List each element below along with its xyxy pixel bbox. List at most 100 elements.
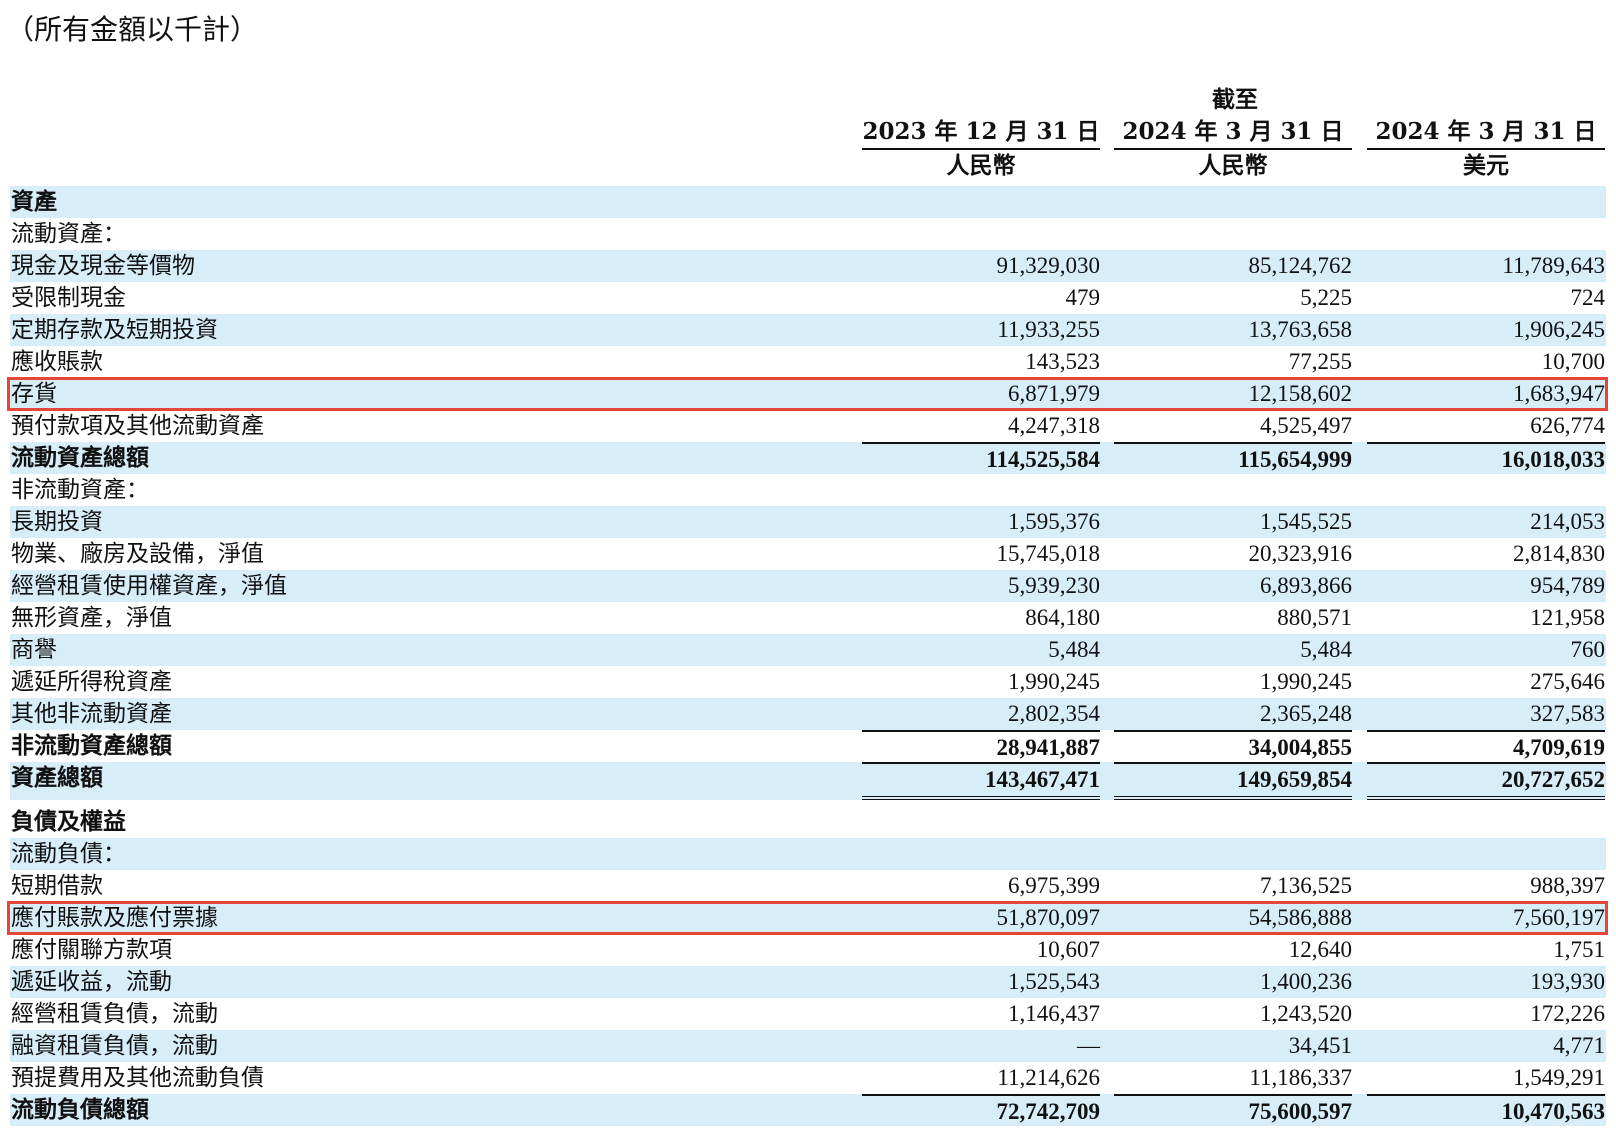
row-value-col-3: 988,397 bbox=[1530, 873, 1605, 898]
row-value-col-1: 114,525,584 bbox=[862, 442, 1100, 476]
table-row: 資產 bbox=[10, 186, 1606, 218]
row-label: 長期投資 bbox=[11, 509, 103, 535]
table-row: 應收賬款 143,523 77,255 10,700 bbox=[10, 346, 1606, 378]
row-value-col-1: 6,871,979 bbox=[1008, 381, 1100, 406]
table-row: 遞延收益，流動 1,525,543 1,400,236 193,930 bbox=[10, 966, 1606, 998]
row-label: 應付關聯方款項 bbox=[11, 937, 172, 963]
row-value-col-2: 2,365,248 bbox=[1260, 701, 1352, 726]
row-label: 非流動資產： bbox=[11, 477, 149, 503]
table-row: 短期借款 6,975,399 7,136,525 988,397 bbox=[10, 870, 1606, 902]
row-value-col-1: 11,933,255 bbox=[997, 317, 1100, 342]
column-header-2024-03-31-usd: 2024 年 3 月 31 日 美元 bbox=[1367, 116, 1605, 182]
row-label: 應付賬款及應付票據 bbox=[11, 905, 218, 931]
row-label: 存貨 bbox=[11, 381, 57, 407]
table-row: 存貨 6,871,979 12,158,602 1,683,947 bbox=[10, 378, 1606, 410]
row-label: 流動資產總額 bbox=[11, 444, 149, 471]
row-value-col-3: 10,470,563 bbox=[1367, 1094, 1605, 1128]
row-value-col-3: 11,789,643 bbox=[1502, 253, 1605, 278]
balance-sheet-table: 資產流動資產： 現金及現金等價物 91,329,030 85,124,762 11,78… bbox=[10, 186, 1606, 1126]
table-total-row: 非流動資產總額 28,941,887 34,004,855 4,709,619 bbox=[10, 730, 1606, 762]
row-value-col-1: 15,745,018 bbox=[996, 541, 1101, 566]
row-value-col-2: 12,158,602 bbox=[1248, 381, 1353, 406]
table-row: 遞延所得稅資產 1,990,245 1,990,245 275,646 bbox=[10, 666, 1606, 698]
row-value-col-2: 5,225 bbox=[1300, 285, 1352, 310]
column-currency: 人民幣 bbox=[1198, 152, 1268, 179]
row-value-col-1: 11,214,626 bbox=[997, 1065, 1100, 1090]
row-value-col-3: 760 bbox=[1570, 637, 1606, 662]
row-value-col-2: 4,525,497 bbox=[1260, 413, 1352, 438]
row-label: 現金及現金等價物 bbox=[11, 253, 195, 279]
row-value-col-3: 1,683,947 bbox=[1513, 381, 1605, 406]
table-row: 定期存款及短期投資 11,933,255 13,763,658 1,906,245 bbox=[10, 314, 1606, 346]
row-value-col-1: 4,247,318 bbox=[1008, 413, 1100, 438]
row-value-col-2: 1,990,245 bbox=[1260, 669, 1352, 694]
column-header-2024-03-31-rmb: 2024 年 3 月 31 日 人民幣 bbox=[1114, 116, 1352, 182]
row-value-col-1: 5,939,230 bbox=[1008, 573, 1100, 598]
column-date: 2024 年 3 月 31 日 bbox=[1367, 116, 1605, 150]
row-value-col-1: 2,802,354 bbox=[1008, 701, 1100, 726]
row-label: 流動資產： bbox=[11, 221, 126, 247]
row-label: 物業、廠房及設備，淨值 bbox=[11, 541, 264, 567]
row-value-col-1: 1,595,376 bbox=[1008, 509, 1100, 534]
row-label: 非流動資產總額 bbox=[11, 732, 172, 759]
table-row: 經營租賃負債，流動 1,146,437 1,243,520 172,226 bbox=[10, 998, 1606, 1030]
row-label: 流動負債總額 bbox=[11, 1096, 149, 1123]
row-value-col-2: 1,545,525 bbox=[1260, 509, 1352, 534]
column-header-2023-12-31-rmb: 2023 年 12 月 31 日 人民幣 bbox=[862, 116, 1100, 182]
row-label: 其他非流動資產 bbox=[11, 701, 172, 727]
row-value-col-3: 724 bbox=[1570, 285, 1606, 310]
row-value-col-1: 143,523 bbox=[1025, 349, 1100, 374]
row-value-col-3: 275,646 bbox=[1530, 669, 1605, 694]
row-value-col-1: 6,975,399 bbox=[1008, 873, 1100, 898]
row-value-col-3: 121,958 bbox=[1530, 605, 1605, 630]
table-total-row: 流動負債總額 72,742,709 75,600,597 10,470,563 bbox=[10, 1094, 1606, 1126]
as-of-header: 截至 bbox=[1212, 86, 1258, 113]
row-value-col-3: 4,709,619 bbox=[1367, 730, 1605, 764]
column-currency: 美元 bbox=[1463, 152, 1509, 179]
table-row: 預提費用及其他流動負債 11,214,626 11,186,337 1,549,291 bbox=[10, 1062, 1606, 1094]
amount-unit-note: （所有金額以千計） bbox=[6, 13, 259, 46]
row-value-col-2: 20,323,916 bbox=[1248, 541, 1353, 566]
table-row: 長期投資 1,595,376 1,545,525 214,053 bbox=[10, 506, 1606, 538]
table-row: 融資租賃負債，流動 — 34,451 4,771 bbox=[10, 1030, 1606, 1062]
table-row: 負債及權益 bbox=[10, 800, 1606, 838]
row-label: 應收賬款 bbox=[11, 349, 103, 375]
table-row: 其他非流動資產 2,802,354 2,365,248 327,583 bbox=[10, 698, 1606, 730]
row-label: 短期借款 bbox=[11, 873, 103, 899]
row-value-col-2: 115,654,999 bbox=[1114, 442, 1352, 476]
row-value-col-3: 10,700 bbox=[1541, 349, 1605, 374]
row-value-col-3: 16,018,033 bbox=[1367, 442, 1605, 476]
row-label: 受限制現金 bbox=[11, 285, 126, 311]
row-value-col-3: 1,751 bbox=[1553, 937, 1605, 962]
row-value-col-2: 7,136,525 bbox=[1260, 873, 1352, 898]
row-value-col-2: 34,004,855 bbox=[1114, 730, 1352, 764]
table-row: 預付款項及其他流動資產 4,247,318 4,525,497 626,774 bbox=[10, 410, 1606, 442]
row-value-col-3: 193,930 bbox=[1530, 969, 1605, 994]
table-row: 無形資產，淨值 864,180 880,571 121,958 bbox=[10, 602, 1606, 634]
row-label: 流動負債： bbox=[11, 841, 126, 867]
row-value-col-1: 10,607 bbox=[1036, 937, 1100, 962]
row-value-col-3: 20,727,652 bbox=[1367, 762, 1605, 800]
row-value-col-2: 1,400,236 bbox=[1260, 969, 1352, 994]
row-value-col-2: 13,763,658 bbox=[1248, 317, 1353, 342]
table-row: 物業、廠房及設備，淨值 15,745,018 20,323,916 2,814,830 bbox=[10, 538, 1606, 570]
row-value-col-1: 1,146,437 bbox=[1008, 1001, 1100, 1026]
row-value-col-1: 72,742,709 bbox=[862, 1094, 1100, 1128]
table-row: 現金及現金等價物 91,329,030 85,124,762 11,789,643 bbox=[10, 250, 1606, 282]
row-label: 定期存款及短期投資 bbox=[11, 317, 218, 343]
row-label: 資產總額 bbox=[11, 764, 103, 791]
row-label: 商譽 bbox=[11, 637, 57, 663]
row-value-col-2: 11,186,337 bbox=[1249, 1065, 1352, 1090]
row-value-col-1: 51,870,097 bbox=[996, 905, 1101, 930]
row-value-col-3: 327,583 bbox=[1530, 701, 1605, 726]
row-value-col-1: 28,941,887 bbox=[862, 730, 1100, 764]
row-value-col-2: 1,243,520 bbox=[1260, 1001, 1352, 1026]
table-row: 流動資產： bbox=[10, 218, 1606, 250]
row-value-col-2: 77,255 bbox=[1288, 349, 1352, 374]
row-label: 預付款項及其他流動資產 bbox=[11, 413, 264, 439]
row-label: 遞延所得稅資產 bbox=[11, 669, 172, 695]
row-label: 經營租賃負債，流動 bbox=[11, 1001, 218, 1027]
row-label: 無形資產，淨值 bbox=[11, 605, 172, 631]
row-label: 負債及權益 bbox=[11, 808, 126, 835]
column-currency: 人民幣 bbox=[946, 152, 1016, 179]
